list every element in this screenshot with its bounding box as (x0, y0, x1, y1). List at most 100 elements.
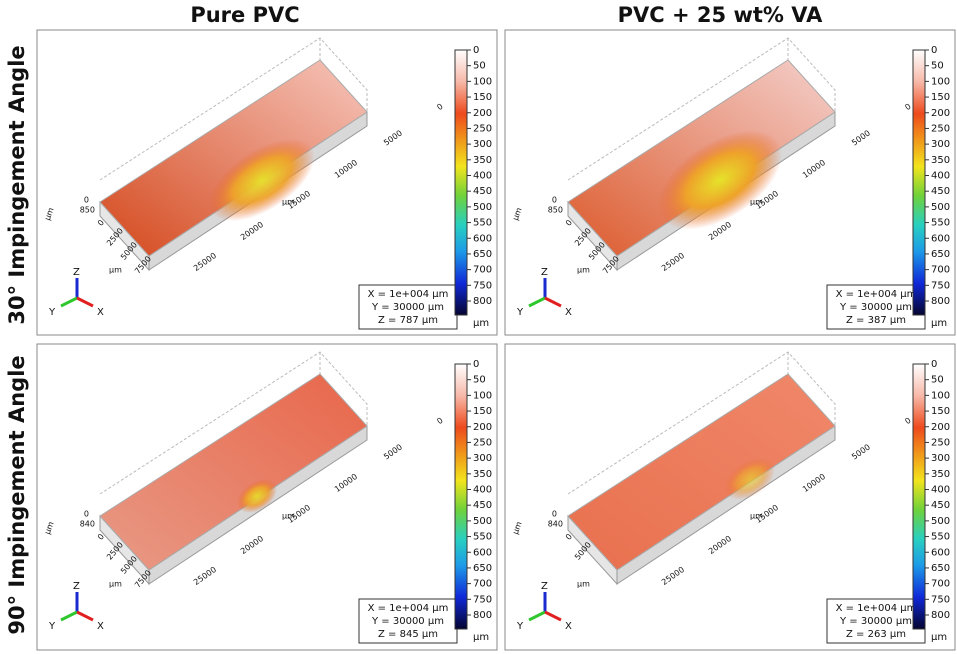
axis-unit: µm (282, 198, 295, 207)
colorbar-tick-label: 700 (931, 579, 950, 590)
colorbar-tick-label: 150 (473, 406, 492, 417)
column-title: PVC + 25 wt% VA (618, 3, 823, 27)
colorbar-tick-label: 400 (473, 171, 492, 182)
colorbar-tick-label: 500 (931, 202, 950, 213)
colorbar-tick-label: 550 (473, 532, 492, 543)
triad-axis (76, 610, 94, 622)
triad-label: X (565, 621, 572, 632)
axis-unit: µm (750, 198, 763, 207)
colorbar-tick-label: 200 (931, 108, 950, 119)
colorbar-tick-label: 50 (931, 375, 944, 386)
info-line: Y = 30000 µm (839, 302, 912, 313)
triad-label: Y (516, 621, 524, 632)
colorbar-unit: µm (931, 318, 947, 329)
triad-label: Y (48, 621, 56, 632)
triad-label: Y (516, 307, 524, 318)
z-axis-label: 0 (84, 510, 89, 519)
colorbar-tick-label: 450 (473, 186, 492, 197)
z-axis-label: 850 (548, 206, 563, 215)
x-axis-label: 0 (564, 532, 574, 542)
colorbar-tick-label: 0 (473, 45, 479, 56)
colorbar-tick-label: 100 (931, 76, 950, 87)
surface (99, 373, 368, 571)
info-line: Z = 787 µm (378, 315, 438, 326)
triad-axis (60, 610, 78, 622)
colorbar-tick-label: 50 (473, 375, 486, 386)
colorbar-tick-label: 250 (473, 123, 492, 134)
y-axis-label: 0 (435, 102, 444, 112)
erosion-spot (724, 458, 776, 500)
info-line: Z = 845 µm (378, 629, 438, 640)
colorbar-tick-label: 100 (473, 390, 492, 401)
triad-label: Y (48, 307, 56, 318)
colorbar-tick-label: 550 (931, 532, 950, 543)
colorbar-tick-label: 250 (931, 437, 950, 448)
colorbar-unit: µm (473, 632, 489, 643)
colorbar-tick-label: 50 (931, 61, 944, 72)
erosion-spot (209, 138, 315, 222)
colorbar-tick-label: 300 (931, 139, 950, 150)
colorbar-tick-label: 750 (473, 280, 492, 291)
wireframe (567, 351, 836, 495)
colorbar-tick-label: 500 (931, 516, 950, 527)
z-axis-label: 840 (80, 520, 95, 529)
colorbar-tick-label: 0 (473, 359, 479, 370)
triad-label: X (565, 307, 572, 318)
colorbar-tick-label: 550 (473, 218, 492, 229)
info-line: Z = 263 µm (846, 629, 906, 640)
colorbar-tick-label: 700 (931, 265, 950, 276)
info-line: X = 1e+004 µm (836, 603, 917, 614)
colorbar-tick-label: 400 (473, 485, 492, 496)
y-axis-label: 0 (435, 416, 444, 426)
triad-axis (60, 296, 78, 308)
colorbar-tick-label: 400 (931, 171, 950, 182)
axis-unit: µm (282, 512, 295, 521)
colorbar-tick-label: 350 (931, 155, 950, 166)
z-axis-label: 840 (548, 520, 563, 529)
colorbar-tick-label: 600 (473, 233, 492, 244)
triad-axis (544, 296, 562, 308)
colorbar-tick-label: 650 (931, 249, 950, 260)
axis-unit: µm (109, 266, 122, 275)
colorbar-tick-label: 450 (931, 186, 950, 197)
colorbar (912, 363, 926, 630)
info-line: X = 1e+004 µm (368, 289, 449, 300)
x-axis-label: 0 (564, 218, 574, 228)
colorbar-tick-label: 150 (931, 92, 950, 103)
triad-label: X (97, 621, 104, 632)
triad-label: Z (73, 267, 80, 278)
triad-label: Z (541, 267, 548, 278)
colorbar-tick-label: 100 (473, 76, 492, 87)
axis-unit: µm (43, 206, 56, 221)
colorbar-tick-label: 200 (931, 422, 950, 433)
colorbar-tick-label: 800 (931, 296, 950, 307)
colorbar-tick-label: 450 (473, 500, 492, 511)
colorbar-tick-label: 350 (473, 155, 492, 166)
triad-axis (528, 296, 546, 308)
colorbar-tick-label: 400 (931, 485, 950, 496)
triad-axis (528, 610, 546, 622)
surface (99, 59, 368, 257)
z-axis-label: 850 (80, 206, 95, 215)
colorbar-tick-label: 50 (473, 61, 486, 72)
row-title: 30° Impingement Angle (5, 45, 29, 324)
colorbar-tick-label: 150 (931, 406, 950, 417)
colorbar (454, 49, 468, 316)
x-axis-label: 0 (96, 532, 106, 542)
colorbar-tick-label: 250 (473, 437, 492, 448)
colorbar-tick-label: 500 (473, 516, 492, 527)
colorbar-tick-label: 600 (931, 547, 950, 558)
colorbar (454, 363, 468, 630)
colorbar-tick-label: 300 (473, 139, 492, 150)
colorbar-tick-label: 800 (931, 610, 950, 621)
axis-unit: µm (750, 512, 763, 521)
colorbar-tick-label: 600 (931, 233, 950, 244)
colorbar-tick-label: 700 (473, 579, 492, 590)
axis-unit: µm (109, 580, 122, 589)
info-line: Y = 30000 µm (371, 616, 444, 627)
colorbar-unit: µm (473, 318, 489, 329)
